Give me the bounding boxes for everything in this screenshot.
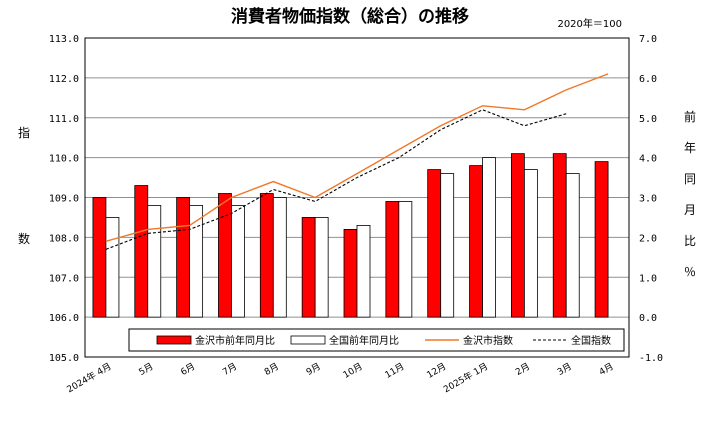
bar-kanazawa-yoy: [510, 153, 525, 318]
category-label: 9月: [304, 361, 322, 378]
category-label: 5月: [137, 361, 155, 378]
bar-national-yoy: [105, 217, 120, 318]
legend: 金沢市前年同月比 全国前年同月比 金沢市指数 全国指数: [128, 328, 625, 352]
legend-label-national-yoy: 全国前年同月比: [329, 334, 399, 347]
right-tick-label: 6.0: [639, 74, 657, 85]
bar-kanazawa-yoy: [469, 165, 483, 318]
bar-kanazawa-yoy: [552, 153, 567, 318]
right-tick-label: 4.0: [639, 154, 657, 165]
category-label: 3月: [555, 361, 573, 378]
legend-swatch-national-yoy: [290, 335, 326, 345]
right-axis-char: 月: [684, 203, 696, 217]
left-tick-label: 106.0: [49, 313, 79, 324]
category-label: 6月: [179, 361, 197, 378]
right-axis-ticks: 7.0 6.0 5.0 4.0 3.0 2.0 1.0 0.0 -1.0: [639, 34, 663, 364]
bar-kanazawa-yoy: [594, 161, 609, 318]
left-tick-label: 108.0: [49, 233, 79, 244]
right-tick-label: 1.0: [639, 273, 657, 284]
left-axis-ticks: 113.0 112.0 111.0 110.0 109.0 108.0 107.0 106.0…: [49, 34, 79, 364]
right-tick-label: -1.0: [639, 353, 663, 364]
plot-frame: [84, 37, 630, 358]
bar-national-yoy: [523, 169, 538, 318]
right-tick-label: 7.0: [639, 34, 657, 45]
right-tick-label: 3.0: [639, 194, 657, 205]
bar-kanazawa-yoy: [134, 185, 149, 318]
left-tick-label: 105.0: [49, 353, 79, 364]
bar-national-yoy: [314, 217, 329, 318]
bar-kanazawa-yoy: [343, 228, 358, 318]
right-tick-label: 2.0: [639, 233, 657, 244]
category-label: 7月: [221, 361, 239, 378]
chart-title: 消費者物価指数（総合）の推移: [231, 6, 469, 27]
left-axis-char: 指: [18, 125, 30, 140]
left-tick-label: 109.0: [49, 194, 79, 205]
right-axis-char: 前: [684, 109, 696, 124]
bar-kanazawa-yoy: [259, 193, 274, 318]
category-label: 4月: [597, 361, 615, 378]
bar-national-yoy: [356, 225, 371, 318]
right-axis-char: 比: [684, 234, 696, 248]
plot-border: [84, 37, 630, 358]
legend-label-kanazawa-yoy: 金沢市前年同月比: [195, 334, 275, 347]
bar-national-yoy: [398, 201, 413, 318]
bar-national-yoy: [440, 173, 455, 318]
left-tick-label: 111.0: [49, 114, 79, 125]
left-tick-label: 113.0: [49, 34, 79, 45]
legend-label-national-index: 全国指数: [571, 334, 611, 347]
category-label: 2月: [514, 361, 532, 378]
category-label: 2025年 1月: [441, 360, 490, 395]
bar-kanazawa-yoy: [301, 217, 316, 318]
line-kanazawa-index: [105, 73, 609, 243]
legend-swatch-kanazawa-yoy: [156, 335, 192, 345]
right-axis-char: 年: [684, 141, 696, 155]
bar-kanazawa-yoy: [92, 197, 107, 318]
base-note: 2020年＝100: [557, 17, 622, 30]
right-axis-char: 同: [684, 172, 696, 186]
bar-national-yoy: [189, 205, 204, 318]
bar-national-yoy: [565, 173, 580, 318]
category-label: 2024年 4月: [65, 360, 114, 395]
category-label: 12月: [425, 361, 448, 381]
bar-kanazawa-yoy: [385, 201, 400, 318]
left-tick-label: 110.0: [49, 154, 79, 165]
legend-label-kanazawa-index: 金沢市指数: [463, 334, 513, 347]
left-axis-char: 数: [18, 231, 30, 246]
bar-national-yoy: [482, 157, 496, 318]
bar-national-yoy: [272, 197, 287, 318]
category-label: 8月: [263, 361, 281, 378]
bar-series: [92, 153, 609, 318]
legend-box: [128, 328, 625, 352]
bar-kanazawa-yoy: [176, 197, 191, 318]
right-axis-char: ％: [684, 265, 696, 279]
bar-national-yoy: [147, 205, 162, 318]
category-label: 10月: [341, 361, 364, 381]
bar-kanazawa-yoy: [427, 169, 442, 318]
bar-national-yoy: [231, 205, 245, 318]
right-axis-label: 前年同月比 ％: [684, 109, 696, 279]
line-series: [105, 73, 609, 250]
category-label: 11月: [383, 361, 406, 381]
right-tick-label: 0.0: [639, 313, 657, 324]
right-tick-label: 5.0: [639, 114, 657, 125]
bar-kanazawa-yoy: [218, 193, 232, 318]
left-tick-label: 112.0: [49, 74, 79, 85]
left-tick-label: 107.0: [49, 273, 79, 284]
line-national-index: [105, 109, 567, 250]
left-axis-label: 指数: [18, 125, 30, 246]
